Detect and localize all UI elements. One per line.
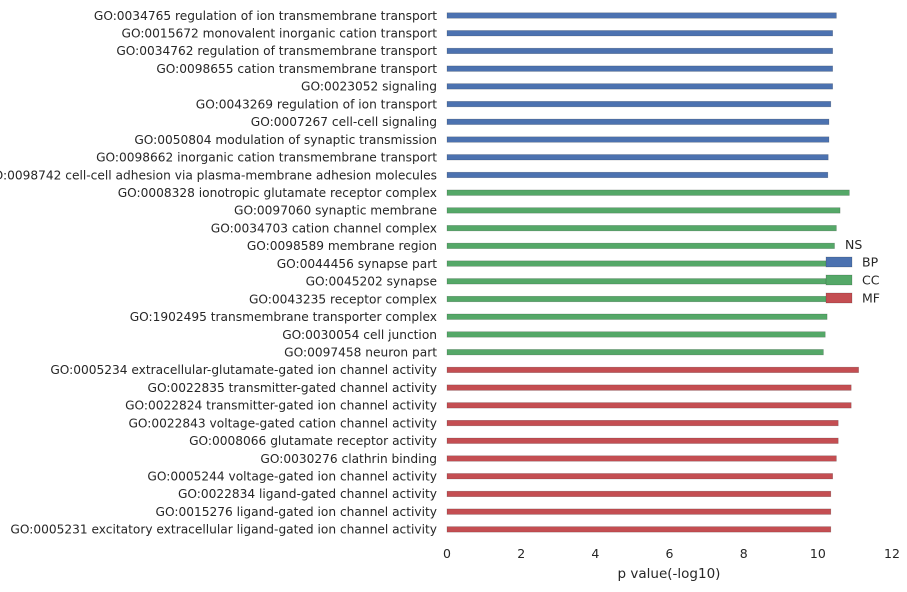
category-label-8: GO:0050804 modulation of synaptic transm… — [134, 133, 437, 147]
bar-23 — [446, 402, 852, 409]
legend-swatch-bp — [825, 256, 853, 268]
x-tick-label-12: 12 — [884, 546, 900, 561]
category-label-7: GO:0007267 cell-cell signaling — [251, 115, 437, 129]
bar-24 — [446, 420, 839, 427]
bar-7 — [446, 118, 830, 125]
bar-28 — [446, 490, 832, 497]
bar-12 — [446, 207, 841, 214]
category-label-22: GO:0022835 transmitter-gated channel act… — [148, 381, 437, 395]
legend-swatch-mf — [825, 292, 853, 304]
bar-11 — [446, 189, 850, 196]
bar-30 — [446, 526, 832, 533]
x-tick-label-2: 2 — [517, 546, 525, 561]
bar-26 — [446, 455, 837, 462]
category-label-5: GO:0023052 signaling — [301, 80, 437, 94]
category-label-14: GO:0098589 membrane region — [247, 239, 437, 253]
bar-15 — [446, 260, 835, 267]
bar-17 — [446, 295, 835, 303]
legend-label-cc: CC — [862, 273, 880, 288]
category-label-3: GO:0034762 regulation of transmembrane t… — [116, 44, 437, 58]
category-label-23: GO:0022824 transmitter-gated ion channel… — [125, 399, 437, 413]
bar-21 — [446, 366, 859, 373]
bar-9 — [446, 154, 829, 161]
category-label-25: GO:0008066 glutamate receptor activity — [189, 434, 437, 448]
category-label-24: GO:0022843 voltage-gated cation channel … — [128, 416, 437, 430]
category-label-9: GO:0098662 inorganic cation transmembran… — [96, 151, 437, 165]
category-label-11: GO:0008328 ionotropic glutamate receptor… — [118, 186, 437, 200]
bar-1 — [446, 12, 837, 19]
category-label-20: GO:0097458 neuron part — [284, 345, 437, 359]
category-label-2: GO:0015672 monovalent inorganic cation t… — [122, 27, 438, 41]
bar-19 — [446, 331, 826, 338]
category-label-15: GO:0044456 synapse part — [277, 257, 438, 271]
category-label-19: GO:0030054 cell junction — [282, 328, 437, 342]
category-label-26: GO:0030276 clathrin binding — [260, 452, 437, 466]
bar-13 — [446, 225, 837, 232]
bar-10 — [446, 171, 829, 179]
bar-2 — [446, 30, 833, 37]
bar-16 — [446, 278, 835, 285]
category-label-10: GO:0098742 cell-cell adhesion via plasma… — [0, 168, 437, 182]
bar-25 — [446, 437, 839, 444]
category-label-1: GO:0034765 regulation of ion transmembra… — [94, 9, 437, 23]
category-label-17: GO:0043235 receptor complex — [249, 292, 437, 306]
category-label-21: GO:0005234 extracellular-glutamate-gated… — [50, 363, 437, 377]
x-tick-label-10: 10 — [810, 546, 826, 561]
x-tick-label-8: 8 — [740, 546, 748, 561]
bar-27 — [446, 473, 833, 480]
category-label-12: GO:0097060 synaptic membrane — [234, 204, 437, 218]
category-label-16: GO:0045202 synapse — [306, 275, 437, 289]
legend-label-bp: BP — [862, 255, 879, 270]
bar-5 — [446, 83, 833, 90]
category-label-13: GO:0034703 cation channel complex — [211, 221, 437, 235]
legend-title: NS — [845, 237, 862, 252]
legend-swatch-cc — [825, 274, 853, 286]
category-label-4: GO:0098655 cation transmembrane transpor… — [156, 62, 437, 76]
bar-3 — [446, 47, 833, 54]
bar-4 — [446, 65, 833, 72]
bar-22 — [446, 384, 852, 391]
category-label-30: GO:0005231 excitatory extracellular liga… — [10, 523, 437, 537]
bar-14 — [446, 242, 835, 249]
bar-18 — [446, 313, 828, 320]
x-tick-label-0: 0 — [443, 546, 451, 561]
category-label-6: GO:0043269 regulation of ion transport — [196, 97, 437, 111]
x-tick-label-6: 6 — [666, 546, 674, 561]
category-label-27: GO:0005244 voltage-gated ion channel act… — [147, 470, 437, 484]
category-label-29: GO:0015276 ligand-gated ion channel acti… — [156, 505, 437, 519]
legend-label-mf: MF — [862, 291, 880, 306]
bar-8 — [446, 136, 830, 143]
x-axis-title: p value(-log10) — [618, 566, 721, 582]
x-tick-label-4: 4 — [591, 546, 599, 561]
category-label-28: GO:0022834 ligand-gated channel activity — [178, 487, 437, 501]
category-label-18: GO:1902495 transmembrane transporter com… — [130, 310, 437, 324]
bar-6 — [446, 101, 832, 108]
bar-29 — [446, 508, 832, 515]
bar-20 — [446, 349, 824, 356]
